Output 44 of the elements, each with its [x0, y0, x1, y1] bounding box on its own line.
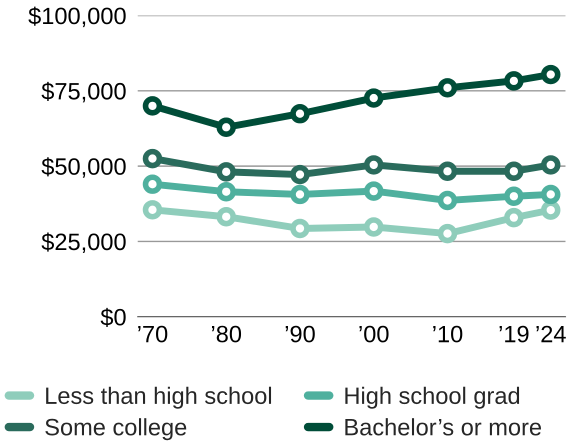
legend-label: High school grad — [345, 386, 520, 409]
point — [364, 88, 384, 108]
point — [541, 200, 560, 220]
point — [504, 186, 524, 206]
point — [290, 104, 310, 124]
point — [438, 78, 458, 98]
legend-label: Bachelor’s or more — [345, 418, 542, 436]
x-tick-label: ’70 — [138, 326, 168, 342]
point — [290, 218, 310, 238]
point — [142, 148, 162, 168]
point — [142, 174, 162, 194]
x-tick-label: ’24 — [536, 326, 566, 342]
point — [216, 207, 236, 226]
x-tick-label: ’10 — [433, 326, 462, 342]
y-tick-label: $0 — [100, 308, 126, 327]
point — [364, 181, 384, 201]
point — [216, 162, 236, 182]
x-tick-label: ’19 — [500, 326, 528, 342]
y-tick-label: $100,000 — [28, 6, 126, 28]
point — [142, 96, 162, 116]
point — [541, 155, 560, 175]
legend-label: Less than high school — [46, 386, 272, 409]
x-tick-label: ’80 — [212, 326, 242, 342]
point — [364, 217, 384, 237]
y-tick-label: $75,000 — [42, 82, 126, 102]
legend-label: Some college — [45, 418, 186, 440]
point — [438, 190, 458, 210]
y-tick-label: $25,000 — [42, 232, 126, 254]
point — [438, 224, 458, 244]
point — [364, 155, 384, 175]
point — [216, 182, 236, 202]
y-tick-label: $50,000 — [42, 157, 126, 178]
point — [142, 200, 162, 220]
x-tick-label: ’00 — [359, 326, 389, 342]
point — [438, 162, 458, 181]
point — [504, 208, 524, 228]
point — [216, 118, 236, 137]
point — [504, 162, 524, 181]
point — [290, 184, 310, 204]
point — [504, 71, 524, 91]
point — [541, 184, 560, 204]
point — [541, 64, 560, 84]
point — [290, 164, 310, 184]
x-tick-label: ’90 — [286, 326, 315, 342]
